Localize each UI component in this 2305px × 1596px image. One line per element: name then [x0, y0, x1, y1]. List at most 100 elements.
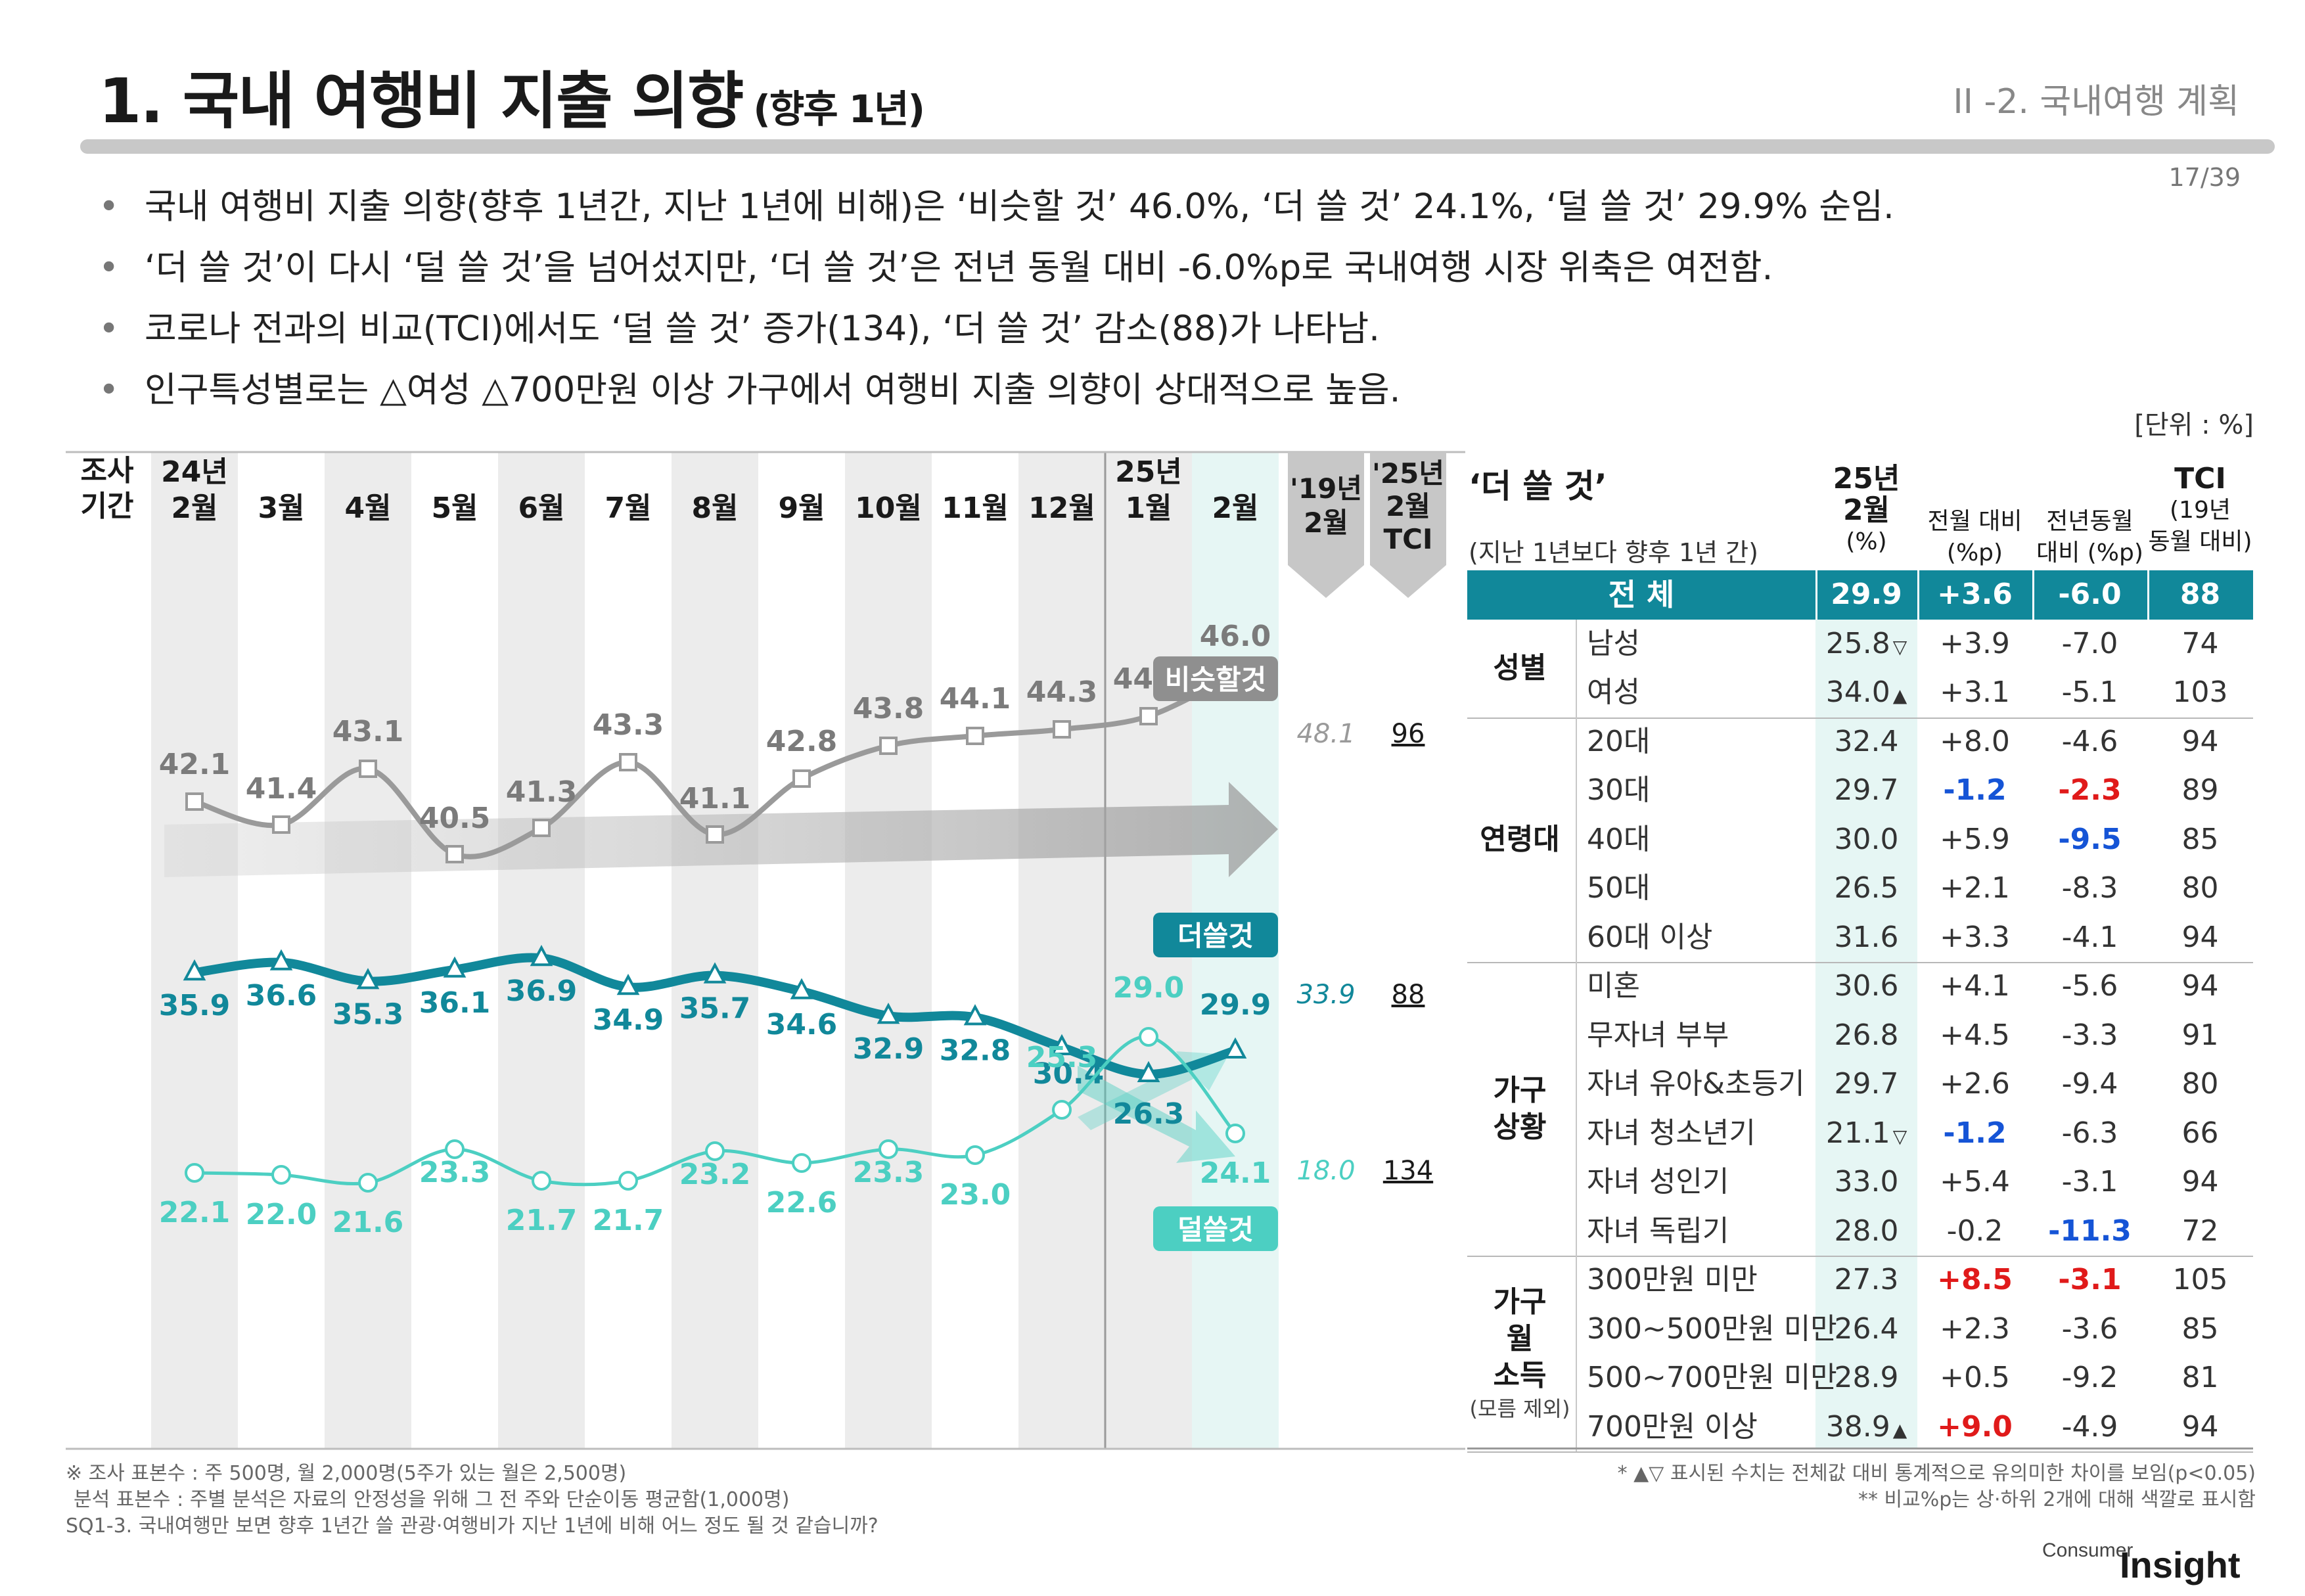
footnote-significance: * ▲▽ 표시된 수치는 전체값 대비 통계적으로 유의미한 차이를 보임(p<…	[1617, 1462, 2256, 1485]
row-tci: 81	[2181, 1361, 2219, 1394]
header-mom: (%p)	[1946, 539, 2003, 566]
row-tci: 66	[2181, 1116, 2219, 1150]
brand-logo: Consumer Insight	[2042, 1534, 2252, 1587]
significance-mark: ▽	[1892, 635, 1907, 658]
header-tci: TCI	[2174, 462, 2226, 495]
data-point-more	[1050, 1034, 1074, 1055]
table-subtitle: (지난 1년보다 향후 1년 간)	[1469, 538, 1758, 567]
data-point-similar	[619, 753, 637, 771]
data-point-more	[703, 962, 727, 984]
table-row: 무자녀 부부 26.8 +4.5 -3.3 91	[1467, 1011, 2253, 1060]
row-label: 300~500만원 미만	[1587, 1311, 1837, 1346]
data-point-less	[271, 1165, 291, 1185]
data-label: 23.2	[679, 1158, 751, 1191]
group-separator	[1467, 717, 2253, 719]
row-yoy: -5.6	[2061, 969, 2118, 1003]
title-text: 1. 국내 여행비 지출 의향	[99, 66, 744, 137]
row-label: 50대	[1587, 871, 1651, 905]
row-tci: 94	[2181, 1409, 2219, 1444]
month-label: 2월	[1212, 491, 1258, 525]
row-label: 자녀 성인기	[1587, 1165, 1729, 1198]
row-value-number: 28.9	[1834, 1361, 1899, 1394]
row-value-number: 29.7	[1834, 1067, 1899, 1101]
data-label: 42.8	[766, 725, 838, 758]
row-yoy: -9.2	[2061, 1361, 2118, 1394]
row-value: 26.8	[1815, 1011, 1917, 1060]
row-mom: +8.0	[1940, 724, 2010, 758]
row-label: 500~700만원 미만	[1587, 1361, 1837, 1394]
month-label: 3월	[258, 491, 304, 525]
table-row: 300만원 미만 27.3 +8.5 -3.1 105	[1467, 1256, 2253, 1304]
total-row-bg	[1467, 570, 2253, 620]
data-point-less	[1139, 1027, 1158, 1047]
row-value: 25.8 ▽	[1815, 620, 1917, 668]
month-column	[845, 452, 932, 1449]
bullet-item: 코로나 전과의 비교(TCI)에서도 ‘덜 쓸 것’ 증가(134), ‘더 쓸…	[99, 298, 1894, 359]
month-label-year: 24년	[161, 455, 228, 489]
table-row: 자녀 청소년기 21.1 ▽ -1.2 -6.3 66	[1467, 1109, 2253, 1158]
data-point-more	[1137, 1060, 1160, 1082]
row-yoy: -2.3	[2058, 773, 2122, 807]
row-label: 남성	[1587, 626, 1640, 660]
data-point-more	[183, 959, 206, 981]
row-value-number: 27.3	[1834, 1263, 1899, 1296]
table-row: 남성 25.8 ▽ +3.9 -7.0 74	[1467, 620, 2253, 668]
data-point-similar	[272, 815, 290, 834]
row-value-number: 26.4	[1834, 1311, 1899, 1346]
data-label: 32.9	[853, 1032, 924, 1066]
month-label: 10월	[855, 491, 922, 525]
data-label: 36.9	[506, 974, 578, 1008]
data-point-similar	[706, 825, 724, 844]
data-point-similar	[966, 727, 984, 745]
row-label: 30대	[1587, 773, 1651, 807]
row-mom: +4.1	[1940, 969, 2010, 1003]
logo-consumer: Consumer	[2042, 1539, 2134, 1561]
table-row: 60대 이상 31.6 +3.3 -4.1 94	[1467, 913, 2253, 962]
row-value: 29.7	[1815, 766, 1917, 815]
data-label: 25.3	[1026, 1041, 1098, 1074]
row-yoy: -9.5	[2058, 822, 2122, 856]
data-point-less	[532, 1171, 551, 1191]
row-value: 27.3	[1815, 1256, 1917, 1304]
data-label: 43.8	[853, 692, 924, 725]
row-value: 21.1 ▽	[1815, 1109, 1917, 1158]
group-label-note: (모름 제외)	[1469, 1396, 1570, 1421]
data-point-less	[879, 1139, 898, 1159]
table-row: 미혼 30.6 +4.1 -5.6 94	[1467, 962, 2253, 1011]
row-tci: 80	[2181, 1067, 2219, 1101]
data-point-similar	[532, 819, 551, 837]
bullet-item: 국내 여행비 지출 의향(향후 1년간, 지난 1년에 비해)은 ‘비슷할 것’…	[99, 176, 1894, 237]
footnote-color-note: ** 비교%p는 상·하위 2개에 대해 색깔로 표시함	[1858, 1488, 2256, 1511]
month-label: 2월	[171, 491, 217, 525]
table-row: 500~700만원 미만 28.9 +0.5 -9.2 81	[1467, 1354, 2253, 1402]
row-label: 20대	[1587, 724, 1651, 758]
total-row: 전 체 29.9 +3.6 -6.0 88	[1467, 570, 2253, 619]
header-feb-pct: 25년	[1833, 462, 1900, 495]
header-feb-pct: (%)	[1846, 528, 1887, 555]
group-label-line: 가구	[1493, 1285, 1547, 1319]
row-value-number: 33.0	[1834, 1165, 1899, 1198]
total-row-separator	[2147, 570, 2149, 620]
header-tci: 동월 대비)	[2148, 528, 2252, 555]
month-column	[758, 452, 845, 1449]
data-label: 23.3	[419, 1156, 491, 1189]
value-2019: 33.9	[1296, 980, 1355, 1010]
month-column	[325, 452, 411, 1449]
row-value: 26.5	[1815, 864, 1917, 913]
data-point-similar	[445, 845, 464, 863]
data-label: 35.3	[332, 997, 404, 1031]
row-tci: 91	[2181, 1018, 2219, 1052]
data-label: 44.1	[940, 682, 1011, 716]
row-value: 32.4	[1815, 718, 1917, 766]
data-label: 43.1	[332, 715, 404, 748]
total-row-separator	[1917, 570, 1919, 620]
data-label: 21.7	[506, 1204, 578, 1237]
row-value: 26.4	[1815, 1305, 1917, 1354]
row-value-number: 38.9	[1825, 1409, 1890, 1444]
row-value-number: 30.0	[1834, 822, 1899, 856]
group-separator	[1467, 1451, 2253, 1453]
period-label: 조사 기간	[80, 454, 134, 523]
page-number: 17/39	[2168, 163, 2241, 192]
significance-mark: ▽	[1892, 1125, 1907, 1147]
